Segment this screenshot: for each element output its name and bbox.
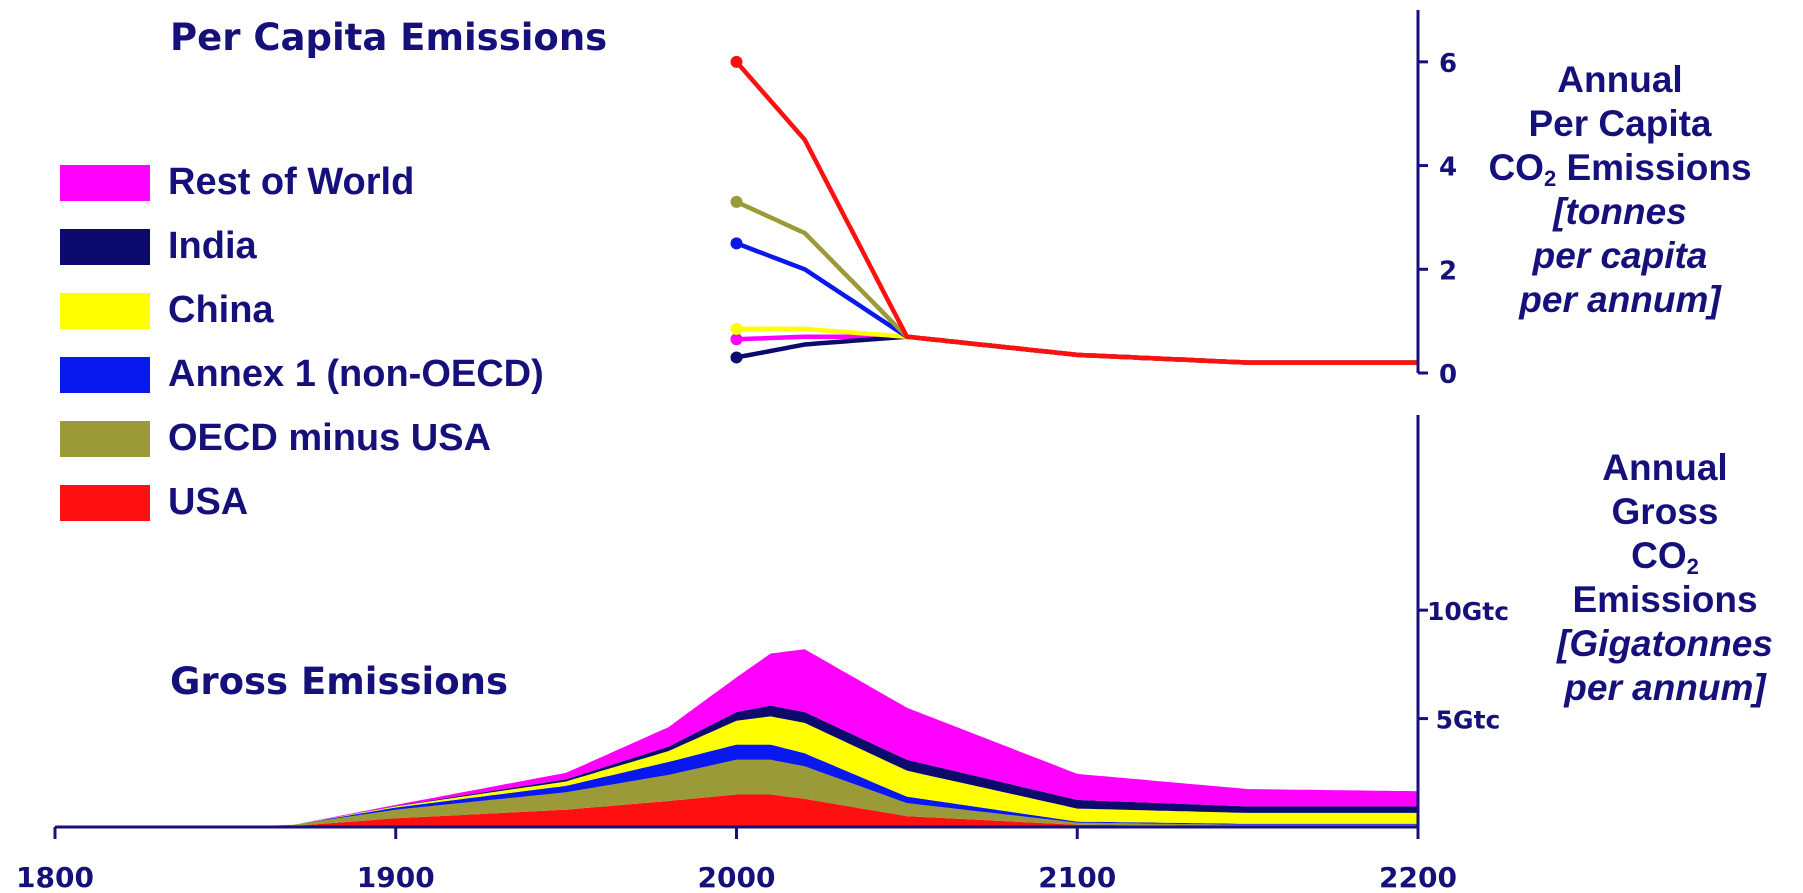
x-tick-label: 2000 xyxy=(698,861,776,893)
legend-swatch xyxy=(60,485,150,521)
per-capita-title: Per Capita Emissions xyxy=(170,16,608,59)
legend-label: China xyxy=(168,289,274,331)
x-tick-label: 1800 xyxy=(16,861,94,893)
area-usa xyxy=(55,794,1418,827)
legend-swatch xyxy=(60,357,150,393)
y-tick-label: 6 xyxy=(1439,49,1457,79)
point-annex-1-non-oecd- xyxy=(730,237,743,250)
legend-label: Annex 1 (non-OECD) xyxy=(168,353,544,395)
y-tick-label: 4 xyxy=(1439,153,1457,183)
x-tick-label: 1900 xyxy=(357,861,435,893)
per-capita-axis-title: Annual Per Capita CO2 Emissions [tonnes … xyxy=(1488,59,1752,320)
legend-swatch xyxy=(60,293,150,329)
line-india xyxy=(736,334,1418,365)
legend-swatch xyxy=(60,229,150,265)
area-oecd-minus-usa xyxy=(55,759,1418,827)
y-tick-label: 2 xyxy=(1439,256,1457,286)
legend-swatch xyxy=(60,165,150,201)
x-tick-label: 2200 xyxy=(1379,861,1457,893)
y-tick-label: 10Gtc xyxy=(1427,597,1509,626)
point-china xyxy=(730,322,743,335)
x-tick-label: 2100 xyxy=(1038,861,1116,893)
area-rest-of-world xyxy=(55,649,1418,827)
line-china xyxy=(736,326,1418,365)
legend-label: USA xyxy=(168,481,249,523)
y-tick-label: 5Gtc xyxy=(1436,706,1501,735)
point-rest-of-world xyxy=(730,333,743,346)
line-annex-1-non-oecd- xyxy=(735,241,1418,365)
legend-swatch xyxy=(60,421,150,457)
y-tick-label: 0 xyxy=(1439,360,1457,390)
point-india xyxy=(730,351,743,364)
point-oecd-minus-usa xyxy=(730,195,743,208)
legend-label: Rest of World xyxy=(168,161,415,203)
legend-label: India xyxy=(168,225,257,267)
legend-label: OECD minus USA xyxy=(168,417,492,459)
area-china xyxy=(55,716,1418,827)
gross-title: Gross Emissions xyxy=(170,660,508,703)
line-usa xyxy=(734,60,1418,365)
gross-axis-title: Annual Gross CO2 Emissions [Gigatonnes p… xyxy=(1557,447,1773,708)
point-usa xyxy=(730,55,743,68)
